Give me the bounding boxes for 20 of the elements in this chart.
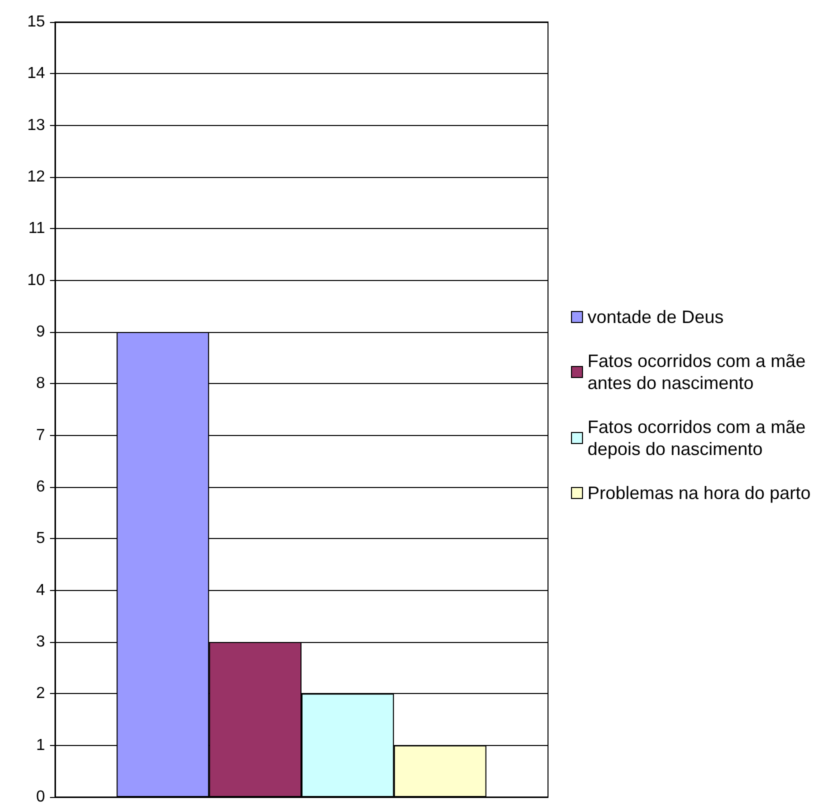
legend-label: Problemas na hora do parto [588,483,811,503]
legend-label: Fatos ocorridos com a mãe antes do nascimento [588,351,811,393]
y-tick-label: 10 [27,272,46,289]
y-tick-label: 4 [36,582,46,599]
y-tick-label: 12 [27,168,46,186]
y-tick-label: 1 [36,736,46,754]
y-tick-label: 0 [36,788,46,806]
y-tick-label: 13 [27,116,46,134]
y-tick-label: 6 [36,478,46,496]
y-tick-label: 5 [36,530,46,548]
y-tick-label: 9 [36,324,46,340]
y-tick-label: 15 [27,14,46,30]
y-tick-label: 2 [36,685,46,702]
legend-label: Fatos ocorridos com a mãe depois do nascimento [588,417,811,459]
y-tick-label: 14 [27,65,46,82]
legend-label: vontade de Deus [588,307,724,327]
y-tick-label: 8 [36,375,46,392]
y-tick-label: 3 [36,634,46,650]
y-tick-label: 11 [28,220,46,238]
y-tick-label: 7 [36,426,46,444]
